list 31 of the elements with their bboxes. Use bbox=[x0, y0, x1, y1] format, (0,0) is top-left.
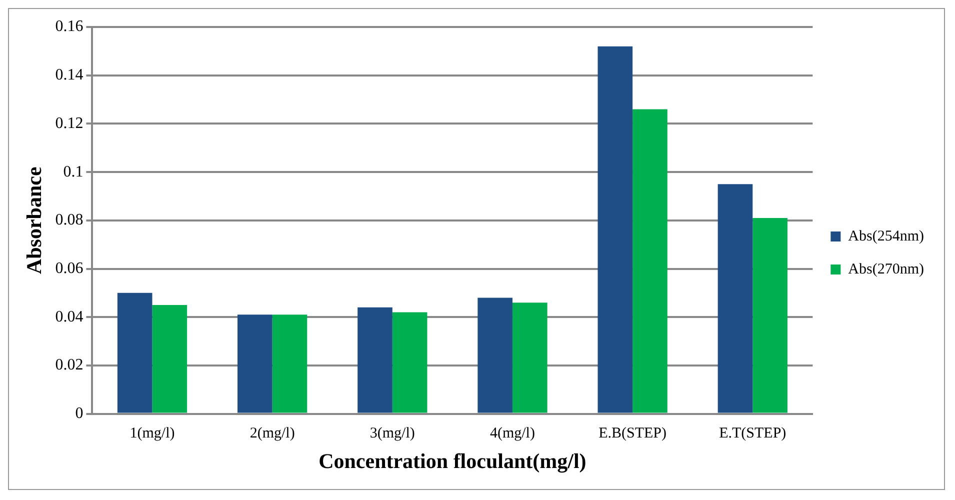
y-tick-label: 0.02 bbox=[55, 356, 84, 374]
x-tick-label: 1(mg/l) bbox=[130, 426, 175, 442]
x-tick-label: 3(mg/l) bbox=[370, 426, 415, 442]
bar bbox=[272, 314, 308, 413]
bar bbox=[632, 109, 668, 413]
x-axis-title: Concentration floculant(mg/l) bbox=[318, 448, 586, 473]
x-tick-label: 4(mg/l) bbox=[490, 426, 535, 442]
x-tick-label: E.T(STEP) bbox=[719, 426, 786, 442]
legend-label: Abs(254nm) bbox=[848, 228, 924, 244]
y-tick-label: 0 bbox=[75, 405, 84, 422]
bar bbox=[117, 292, 152, 413]
y-tick-label: 0.1 bbox=[63, 163, 84, 180]
y-tick-label: 0.12 bbox=[55, 114, 84, 132]
bar bbox=[478, 298, 512, 413]
bar bbox=[152, 305, 188, 413]
y-tick-label: 0.14 bbox=[55, 66, 84, 84]
legend-label: Abs(270nm) bbox=[848, 261, 924, 278]
bar bbox=[392, 312, 428, 413]
bar bbox=[512, 302, 548, 413]
y-tick-label: 0.06 bbox=[55, 260, 84, 277]
y-tick-label: 0.04 bbox=[55, 308, 84, 326]
y-tick-label: 0.08 bbox=[55, 212, 84, 229]
x-tick-label: E.B(STEP) bbox=[598, 426, 667, 442]
x-tick-label: 2(mg/l) bbox=[250, 426, 295, 442]
bar bbox=[358, 307, 392, 413]
bar bbox=[237, 314, 272, 413]
bar bbox=[598, 46, 633, 413]
bar bbox=[718, 184, 753, 413]
y-axis-title: Absorbance bbox=[22, 166, 46, 274]
bar bbox=[752, 218, 788, 413]
y-tick-label: 0.16 bbox=[55, 18, 84, 36]
